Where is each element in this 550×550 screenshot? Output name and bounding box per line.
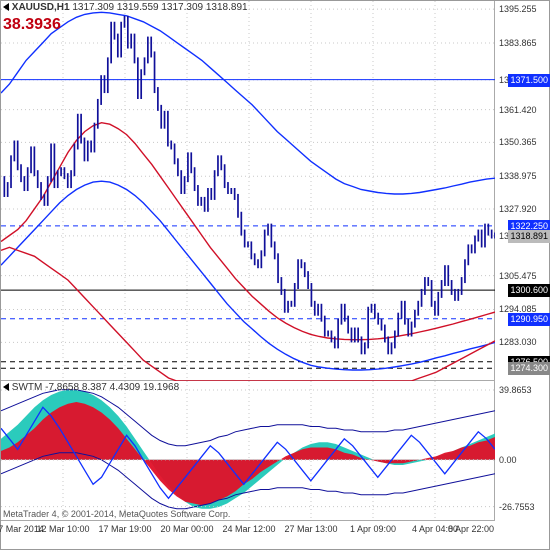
main-price-panel[interactable]: XAUUSD,H1 1317.309 1319.559 1317.309 131… bbox=[1, 1, 495, 381]
chevron-left-icon bbox=[3, 383, 9, 391]
chart-container: XAUUSD,H1 1317.309 1319.559 1317.309 131… bbox=[0, 0, 550, 550]
xaxis: 7 Mar 201412 Mar 10:0017 Mar 19:0020 Mar… bbox=[1, 521, 550, 549]
current-price-label: 1318.891 bbox=[508, 230, 550, 243]
yaxis-main: 1395.2551383.8651371.4201361.4201350.365… bbox=[495, 1, 550, 381]
price-label: 1300.600 bbox=[508, 284, 550, 297]
swtm-v3: 19.1968 bbox=[143, 382, 179, 393]
swtm-header: SWTM -7.8658 8.387 4.4309 19.1968 bbox=[3, 382, 179, 393]
swtm-name: SWTM bbox=[12, 382, 43, 393]
ytick-main: 1383.865 bbox=[499, 38, 537, 48]
ytick-main: 1338.975 bbox=[499, 171, 537, 181]
sub-indicator-panel[interactable]: SWTM -7.8658 8.387 4.4309 19.1968 MetaTr… bbox=[1, 381, 495, 521]
price-label: 1290.950 bbox=[508, 313, 550, 326]
indicator-value: 38.3936 bbox=[3, 16, 61, 34]
copyright-text: MetaTrader 4, © 2001-2014, MetaQuotes So… bbox=[3, 509, 230, 519]
ytick-main: 1395.255 bbox=[499, 4, 537, 14]
symbol-header: XAUUSD,H1 1317.309 1319.559 1317.309 131… bbox=[3, 2, 248, 13]
main-plot bbox=[1, 1, 495, 381]
swtm-v0: -7.8658 bbox=[45, 382, 79, 393]
ohlc-l: 1317.309 bbox=[161, 2, 203, 13]
symbol-name: XAUUSD,H1 bbox=[12, 2, 70, 13]
ytick-sub: 0.00 bbox=[499, 455, 517, 465]
price-label: 1274.300 bbox=[508, 362, 550, 375]
xtick: 17 Mar 19:00 bbox=[98, 524, 151, 534]
xtick: 24 Mar 12:00 bbox=[222, 524, 275, 534]
swtm-v1: 8.387 bbox=[82, 382, 107, 393]
ohlc-h: 1319.559 bbox=[117, 2, 159, 13]
xtick: 27 Mar 13:00 bbox=[284, 524, 337, 534]
xtick: 1 Apr 09:00 bbox=[350, 524, 396, 534]
xtick: 12 Mar 10:00 bbox=[36, 524, 89, 534]
sub-plot bbox=[1, 381, 495, 521]
ytick-main: 1305.475 bbox=[499, 271, 537, 281]
swtm-v2: 4.4309 bbox=[110, 382, 141, 393]
ytick-sub: -26.7553 bbox=[499, 502, 535, 512]
ytick-main: 1361.420 bbox=[499, 105, 537, 115]
ytick-sub: 39.8653 bbox=[499, 385, 532, 395]
xtick: 8 Apr 22:00 bbox=[448, 524, 494, 534]
ohlc-c: 1318.891 bbox=[206, 2, 248, 13]
ohlc-o: 1317.309 bbox=[72, 2, 114, 13]
ytick-main: 1327.920 bbox=[499, 204, 537, 214]
ytick-main: 1350.365 bbox=[499, 137, 537, 147]
ytick-main: 1283.030 bbox=[499, 337, 537, 347]
chevron-left-icon bbox=[3, 3, 9, 11]
yaxis-sub: 39.8653 0.00 -26.7553 bbox=[495, 381, 550, 521]
xtick: 20 Mar 00:00 bbox=[160, 524, 213, 534]
price-label: 1371.500 bbox=[508, 74, 550, 87]
